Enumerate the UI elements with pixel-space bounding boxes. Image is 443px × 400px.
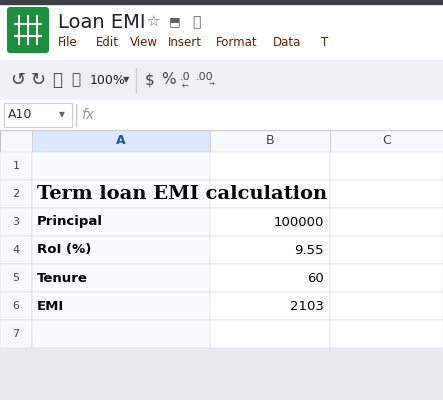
Bar [32, 264, 210, 292]
Bar [330, 264, 443, 292]
Text: ▼: ▼ [123, 76, 129, 84]
Bar [330, 292, 443, 320]
Bar [4, 103, 72, 127]
Text: B: B [266, 134, 274, 148]
Text: Loan EMI: Loan EMI [58, 12, 145, 32]
Text: ⬒: ⬒ [169, 16, 181, 28]
Bar [0, 130, 32, 152]
Text: ⛅: ⛅ [192, 15, 200, 29]
Bar [210, 130, 330, 152]
Bar [0, 208, 32, 236]
Text: Term loan EMI calculation: Term loan EMI calculation [37, 185, 327, 203]
Text: ←: ← [182, 80, 189, 90]
Text: RoI (%): RoI (%) [37, 244, 91, 256]
Text: EMI: EMI [37, 300, 64, 312]
Bar [210, 236, 330, 264]
Bar [0, 320, 443, 348]
Text: T: T [321, 36, 328, 48]
Text: File: File [58, 36, 78, 48]
Text: ↺: ↺ [11, 71, 26, 89]
Bar [330, 152, 443, 180]
Text: Edit: Edit [96, 36, 119, 48]
Text: C: C [382, 134, 391, 148]
Text: $: $ [145, 72, 155, 88]
Text: 60: 60 [307, 272, 324, 284]
FancyBboxPatch shape [1, 61, 442, 99]
Bar [0, 348, 443, 400]
Text: 100%: 100% [90, 74, 126, 86]
Text: Principal: Principal [37, 216, 103, 228]
Bar [330, 208, 443, 236]
Bar [32, 130, 210, 152]
Bar [330, 130, 443, 152]
Bar [32, 292, 210, 320]
Text: Format: Format [216, 36, 258, 48]
Bar [210, 180, 330, 208]
Bar [32, 180, 210, 208]
Bar [32, 236, 210, 264]
Text: 6: 6 [12, 301, 19, 311]
Bar [210, 264, 330, 292]
Bar [330, 320, 443, 348]
Bar [0, 152, 32, 180]
Bar [0, 292, 32, 320]
Text: ⧉: ⧉ [71, 72, 81, 88]
Text: Data: Data [273, 36, 301, 48]
Text: →: → [209, 82, 215, 88]
Text: 7: 7 [12, 329, 19, 339]
Text: ⎙: ⎙ [52, 71, 62, 89]
Bar [0, 264, 443, 292]
Text: ↻: ↻ [31, 71, 46, 89]
Bar [0, 264, 32, 292]
Bar [210, 320, 330, 348]
Text: 3: 3 [12, 217, 19, 227]
Text: ▼: ▼ [59, 110, 65, 120]
Text: .00: .00 [196, 72, 214, 82]
Text: A10: A10 [8, 108, 32, 122]
Text: 1: 1 [12, 161, 19, 171]
Bar [0, 100, 443, 130]
Text: 100000: 100000 [274, 216, 324, 228]
Text: ☆: ☆ [146, 14, 160, 30]
Bar [0, 292, 443, 320]
Bar [0, 208, 443, 236]
Bar [0, 236, 443, 264]
Text: 9.55: 9.55 [295, 244, 324, 256]
Bar [0, 180, 32, 208]
Text: fx: fx [82, 108, 94, 122]
Bar [210, 208, 330, 236]
Bar [0, 180, 443, 208]
Bar [210, 292, 330, 320]
Bar [32, 320, 210, 348]
Bar [0, 152, 443, 180]
Text: 4: 4 [12, 245, 19, 255]
Bar [32, 152, 210, 180]
Text: .0: .0 [180, 72, 190, 82]
Bar [210, 152, 330, 180]
Text: A: A [116, 134, 126, 148]
Bar [0, 320, 32, 348]
Bar [0, 0, 443, 4]
Text: 2: 2 [12, 189, 19, 199]
FancyBboxPatch shape [7, 7, 49, 53]
Text: %: % [161, 72, 175, 88]
Bar [32, 208, 210, 236]
Bar [330, 180, 443, 208]
Text: 2103: 2103 [290, 300, 324, 312]
Text: Tenure: Tenure [37, 272, 88, 284]
Text: Insert: Insert [168, 36, 202, 48]
Text: 5: 5 [12, 273, 19, 283]
Bar [0, 0, 443, 60]
Bar [0, 60, 443, 100]
Bar [330, 236, 443, 264]
Bar [0, 236, 32, 264]
Text: View: View [130, 36, 158, 48]
